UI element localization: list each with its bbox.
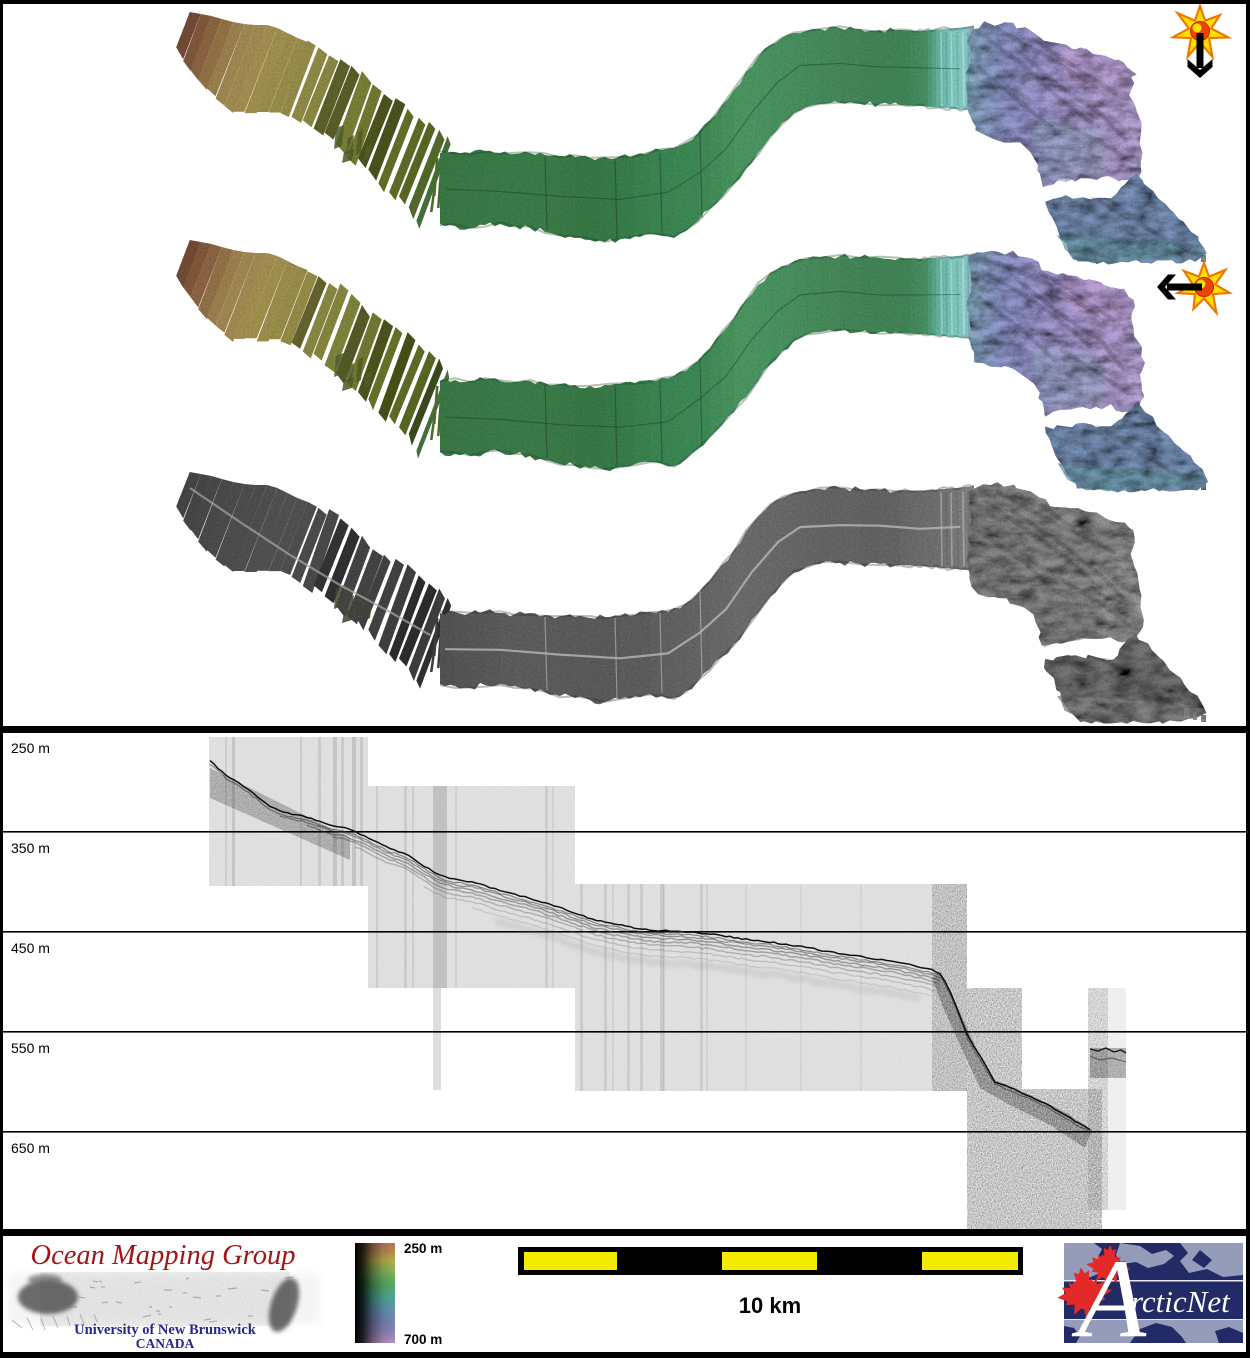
svg-text:650 m: 650 m xyxy=(11,1140,50,1156)
svg-text:700 m: 700 m xyxy=(404,1332,442,1347)
svg-text:250 m: 250 m xyxy=(404,1241,442,1256)
svg-text:450 m: 450 m xyxy=(11,940,50,956)
svg-text:rcticNet: rcticNet xyxy=(1131,1284,1231,1319)
svg-text:10 km: 10 km xyxy=(739,1293,801,1318)
svg-text:CANADA: CANADA xyxy=(136,1336,195,1351)
svg-text:Ocean Mapping Group: Ocean Mapping Group xyxy=(31,1240,296,1271)
svg-text:A: A xyxy=(1071,1237,1147,1358)
svg-text:350 m: 350 m xyxy=(11,840,50,856)
svg-text:550 m: 550 m xyxy=(11,1040,50,1056)
svg-text:University of New Brunswick: University of New Brunswick xyxy=(74,1322,257,1338)
svg-text:250 m: 250 m xyxy=(11,740,50,756)
